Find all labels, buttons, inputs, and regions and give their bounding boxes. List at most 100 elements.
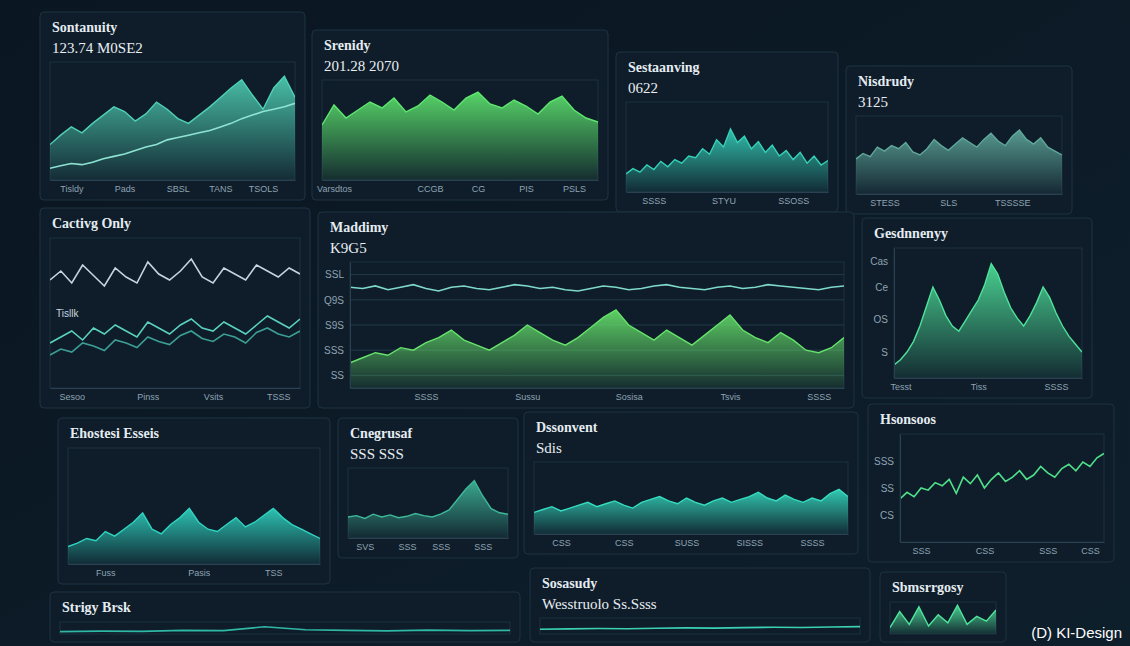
panel-title: Srenidy [324,38,370,53]
panel: Srenidy 201.28 2070 VarsdtosCCGBCGPISPSLS [312,30,608,200]
y-tick-label: CS [880,510,894,521]
x-tick-label: STYU [712,196,736,206]
plot: STESS SLS TSSSSE [856,116,1063,208]
panel-subtitle: K9G5 [330,240,367,256]
panel: CnegrusafSSS SSSSVSSSSSSSSSS [338,418,518,558]
x-tick: Pasis [188,564,211,578]
x-tick: STESS [870,194,900,208]
plot [890,602,996,634]
plot-frame [50,62,295,180]
plot: TisldyPadsSBSLTANSTSOLS [50,62,296,194]
x-tick: SISSS [737,534,764,548]
line [350,285,844,291]
marks [322,92,598,180]
panel: SosasudyWesstruolo Ss.Ssss [530,568,870,642]
plot-frame [68,448,320,564]
x-tick: SSS [1039,542,1057,556]
y-tick: Ce [875,282,894,293]
x-tick: Tesst [890,378,912,392]
x-tick: SSSS [807,388,831,402]
marks [626,129,828,192]
plot: VarsdtosCCGBCGPISPSLS [317,80,598,194]
x-tick: Sesoo [59,388,85,402]
panel-title: Sontanuity [52,20,117,35]
area [68,508,320,564]
x-tick-label: SBSL [167,184,190,194]
x-axis: SSSSSTYUSSOSS [627,192,829,206]
x-tick-label: CSS [552,538,571,548]
panel-title: Nisdrudy [858,74,914,89]
panel-title: Sbmsrrgosy [892,580,964,595]
x-tick-label: CSS [976,546,995,556]
plot: SesooPinssVsitsTSSSTisllk [50,238,301,402]
y-tick: SSS [874,456,900,467]
x-tick: CSS [976,542,995,556]
panel-subtitle: 123.74 M0SE2 [52,40,143,56]
marks [68,508,320,564]
area-edge [348,481,508,519]
x-tick-label: SSOSS [778,196,809,206]
x-tick: Sosisa [616,388,643,402]
area-edge [68,508,320,546]
x-tick: SSS [398,538,416,552]
x-tick-label: SUSS [675,538,700,548]
plot-frame [890,602,996,634]
x-tick-label: SSSS [807,392,831,402]
x-tick-label: Vsits [204,392,224,402]
panel-subtitle: 201.28 2070 [324,58,399,74]
y-tick-label: Cas [870,256,888,267]
x-tick-label: Tiss [971,382,988,392]
line [50,259,300,286]
y-axis-line [900,435,901,543]
y-tick-label: OS [874,314,889,325]
x-tick-label: SVS [356,542,374,552]
area [890,605,996,634]
panel-subtitle: Sdis [536,440,562,456]
panel-background [880,572,1006,642]
panel-title: Hsonsoos [880,412,937,427]
x-tick: Pads [115,180,136,194]
grid-line [350,299,844,300]
panel: Sontanuity123.74 M0SE2TisldyPadsSBSLTANS… [40,12,305,200]
y-tick-label: SS [331,370,345,381]
x-tick: SSSS [1045,378,1069,392]
x-axis-line [535,534,849,535]
x-tick: SSS [474,538,492,552]
panel-title: Cnegrusaf [350,426,413,441]
panel-background [616,52,838,212]
x-tick-label: SLS [940,198,957,208]
area [534,489,848,534]
x-tick-label: SSS [432,542,450,552]
panel: DssonventSdisCSSCSSSUSSSISSSSSSS [524,412,858,554]
plot-frame [350,262,844,388]
panel: Ehostesi EsseisFussPasisTSS [58,418,330,584]
x-tick-label: CG [472,184,486,194]
y-tick-label: S [881,347,888,358]
marks [540,627,860,630]
area-edge [894,264,1082,365]
x-axis: SesooPinssVsitsTSSS [51,388,301,402]
y-tick-label: Q9S [324,295,344,306]
area [348,481,508,538]
x-axis-line [351,388,845,389]
x-tick: TSSSSE [995,194,1031,208]
panel-background [846,66,1072,214]
x-tick-label: TSSSSE [995,198,1031,208]
x-axis-line [857,194,1063,195]
x-tick: TANS [209,180,232,194]
y-tick: SS [881,483,900,494]
x-tick: Varsdtos [317,180,352,194]
plot [60,622,510,634]
x-tick: CG [472,180,486,194]
panel-background [40,208,310,408]
x-tick: Vsits [204,388,224,402]
y-axis: SSSSSS9SQ9SSSL [324,263,351,389]
line [50,103,295,168]
x-axis: FussPasisTSS [69,564,321,578]
area-edge [350,310,844,363]
y-tick: S9S [325,320,350,331]
area-edge [890,605,996,627]
area [322,92,598,180]
area [626,129,828,192]
panel-subtitle: Wesstruolo Ss.Ssss [542,596,657,612]
